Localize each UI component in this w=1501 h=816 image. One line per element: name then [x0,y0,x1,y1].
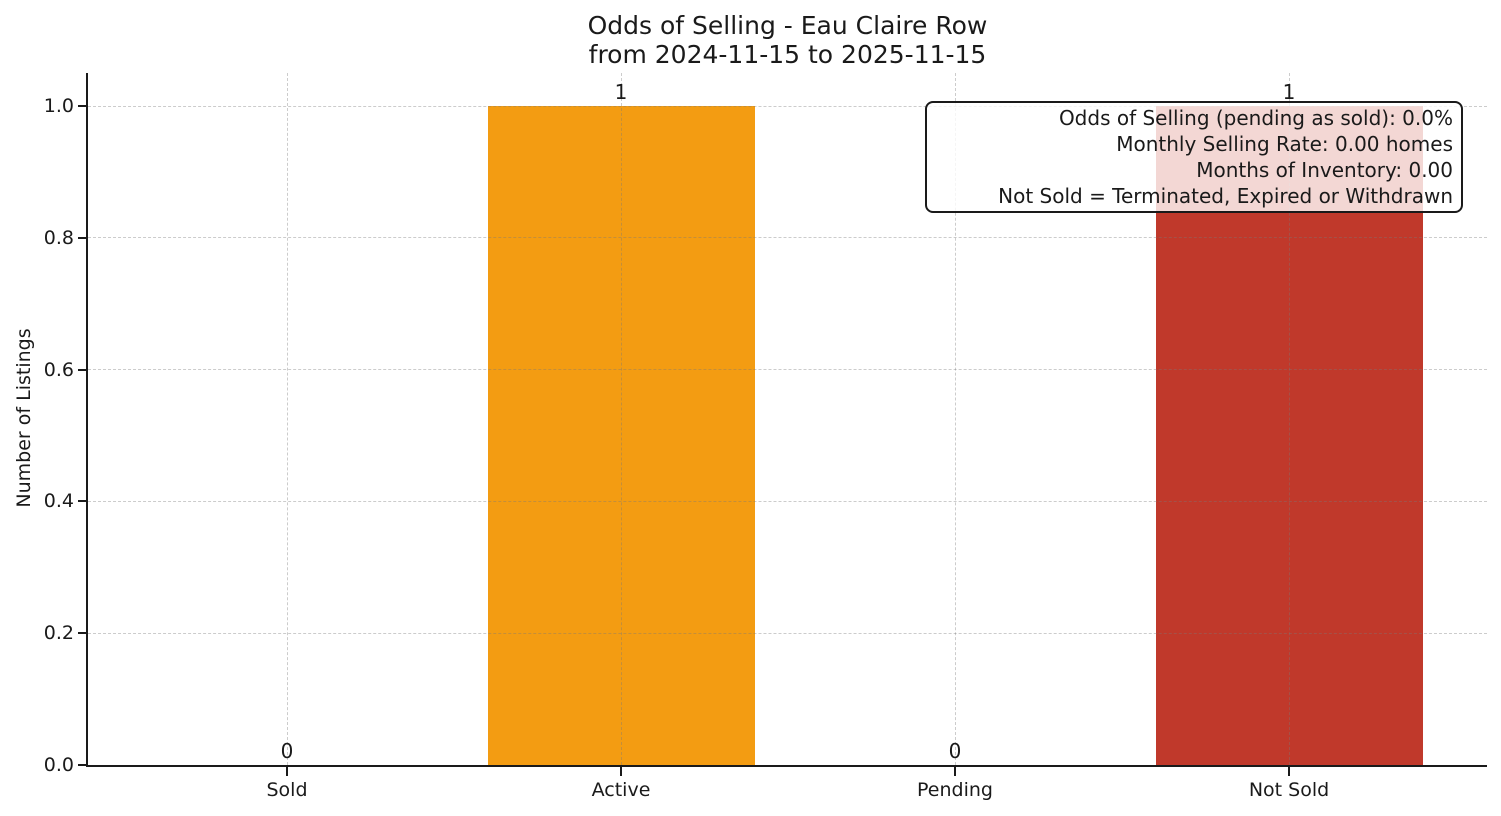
annotation-line-odds: Odds of Selling (pending as sold): 0.0% [1058,106,1453,130]
y-gridline [88,237,1487,239]
y-gridline [88,500,1487,502]
plot-area: 0 1 0 1 [88,73,1487,765]
x-tick-label: Active [591,779,651,801]
x-tick-mark [620,767,622,776]
bar-value-label: 1 [1282,80,1296,104]
y-tick-mark [78,236,87,239]
x-axis-spine [86,765,1487,767]
x-gridline [1288,73,1290,765]
bar-value-label: 1 [614,80,628,104]
x-tick-label: Not Sold [1248,779,1330,801]
bar-not-sold [1155,106,1423,765]
y-gridline [88,105,1487,107]
annotation-box: Odds of Selling (pending as sold): 0.0% … [925,101,1463,213]
x-gridline [954,73,956,765]
x-tick-mark [286,767,288,776]
bar-value-label: 0 [948,739,962,763]
y-tick-mark [78,632,87,635]
annotation-line-monthly-rate: Monthly Selling Rate: 0.00 homes [1116,132,1453,156]
x-tick-label: Pending [917,779,993,801]
y-tick-label: 0.8 [43,226,74,249]
bar-value-label: 0 [280,739,294,763]
y-tick-mark [78,368,87,371]
y-tick-label: 0.0 [43,754,74,776]
annotation-line-inventory: Months of Inventory: 0.00 [1196,158,1453,182]
y-gridline [88,369,1487,371]
y-axis-spine [86,73,88,767]
y-tick-label: 0.6 [43,358,74,381]
y-tick-label: 1.0 [43,95,74,117]
x-tick-mark [1288,767,1290,776]
y-tick-mark [78,764,87,766]
y-gridline [88,632,1487,634]
chart-subtitle: from 2024-11-15 to 2025-11-15 [588,40,987,69]
bar-active [487,106,755,765]
y-tick-mark [78,105,87,107]
x-gridline [286,73,288,765]
y-axis-label: Number of Listings [13,328,35,508]
x-tick-mark [954,767,956,776]
x-gridline [620,73,622,765]
chart-title-block: Odds of Selling - Eau Claire Row from 20… [88,11,1487,69]
chart-title: Odds of Selling - Eau Claire Row [587,11,988,40]
y-tick-label: 0.2 [43,622,74,645]
y-tick-mark [78,500,87,503]
annotation-line-not-sold-def: Not Sold = Terminated, Expired or Withdr… [998,184,1453,208]
x-tick-label: Sold [266,779,308,801]
y-tick-label: 0.4 [43,490,74,513]
